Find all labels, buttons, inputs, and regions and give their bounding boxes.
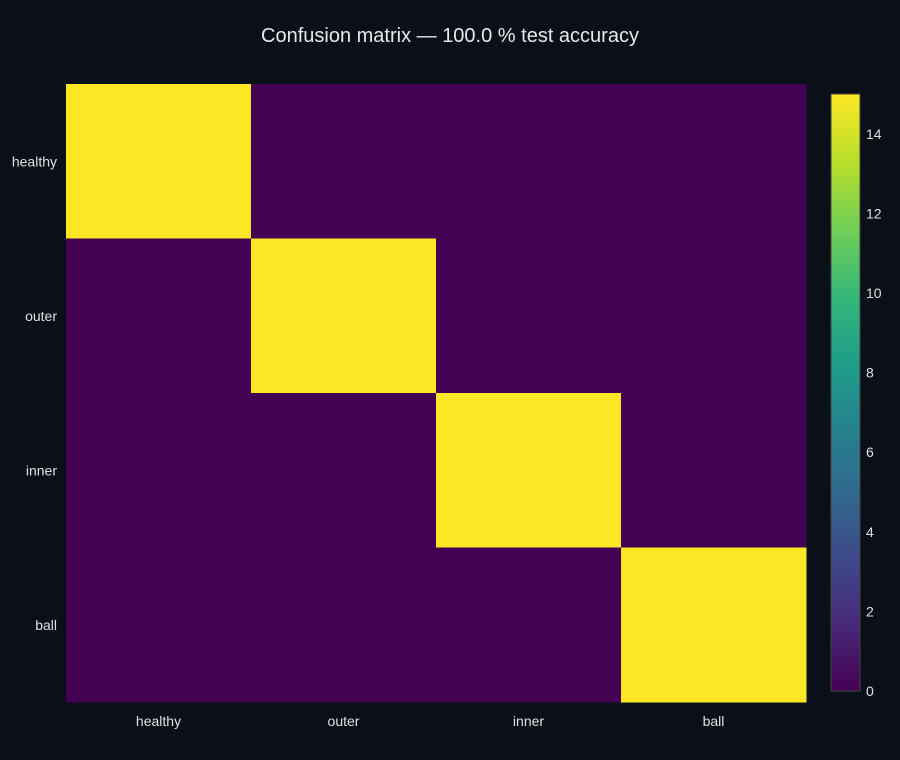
colorbar: 0 2 4 6 8 10 12 14 <box>830 93 882 699</box>
colorbar-ticks: 0 2 4 6 8 10 12 14 <box>866 126 882 699</box>
heatmap-cell <box>66 393 252 548</box>
heatmap-cell <box>66 84 252 239</box>
y-tick-label: inner <box>26 462 57 478</box>
colorbar-tick-label: 12 <box>866 205 882 221</box>
colorbar-tick-label: 8 <box>866 365 874 381</box>
colorbar-tick-label: 2 <box>866 603 874 619</box>
x-tick-label: outer <box>328 713 360 729</box>
x-tick-label: ball <box>703 713 725 729</box>
heatmap-cell <box>251 393 437 548</box>
chart-title: Confusion matrix — 100.0 % test accuracy <box>261 25 639 47</box>
heatmap-cell <box>251 238 437 394</box>
colorbar-tick-label: 14 <box>866 126 882 142</box>
heatmap-cell <box>251 547 437 703</box>
heatmap-cell <box>621 393 807 548</box>
y-tick-label: outer <box>25 308 57 324</box>
x-axis-ticks: healthy outer inner ball <box>136 713 724 729</box>
x-tick-label: healthy <box>136 713 181 729</box>
y-tick-label: healthy <box>12 153 57 169</box>
heatmap-cell <box>66 547 252 703</box>
heatmap-cell <box>436 393 622 548</box>
heatmap-cell <box>436 238 622 394</box>
heatmap-cell <box>66 238 252 394</box>
colorbar-gradient <box>830 93 861 692</box>
heatmap-cell <box>621 84 807 239</box>
colorbar-tick-label: 10 <box>866 285 882 301</box>
y-axis-ticks: healthy outer inner ball <box>12 153 57 633</box>
heatmap-cell <box>621 238 807 394</box>
heatmap-cells <box>66 84 807 703</box>
y-tick-label: ball <box>35 617 57 633</box>
heatmap-cell <box>436 547 622 703</box>
colorbar-tick-label: 0 <box>866 683 874 699</box>
x-tick-label: inner <box>513 713 544 729</box>
colorbar-tick-label: 4 <box>866 524 874 540</box>
heatmap-cell <box>436 84 622 239</box>
heatmap-cell <box>621 547 807 703</box>
colorbar-tick-label: 6 <box>866 444 874 460</box>
heatmap-cell <box>251 84 437 239</box>
